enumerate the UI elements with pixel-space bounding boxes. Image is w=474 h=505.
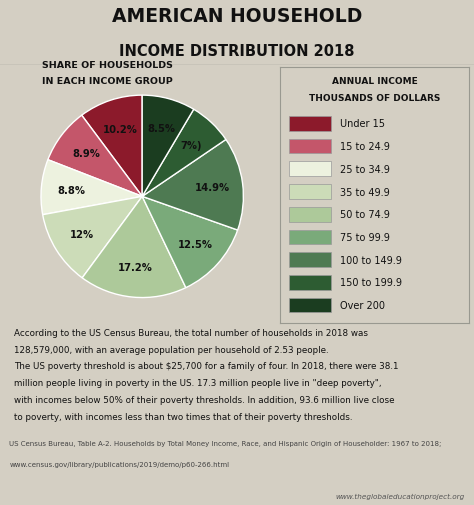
Bar (289, 275, 331, 290)
Bar (289, 162, 331, 177)
Text: THOUSANDS OF DOLLARS: THOUSANDS OF DOLLARS (309, 94, 440, 103)
Bar (289, 230, 331, 245)
Text: AMERICAN HOUSEHOLD: AMERICAN HOUSEHOLD (112, 7, 362, 26)
Bar (289, 253, 331, 268)
Text: 14.9%: 14.9% (195, 183, 230, 193)
Text: million people living in poverty in the US. 17.3 million people live in "deep po: million people living in poverty in the … (14, 378, 382, 387)
Bar (289, 185, 331, 199)
Text: The US poverty threshold is about $25,700 for a family of four. In 2018, there w: The US poverty threshold is about $25,70… (14, 362, 399, 371)
Text: 17.2%: 17.2% (118, 262, 153, 272)
Text: 100 to 149.9: 100 to 149.9 (340, 255, 402, 265)
Text: 8.5%: 8.5% (147, 124, 175, 134)
Text: with incomes below 50% of their poverty thresholds. In addition, 93.6 million li: with incomes below 50% of their poverty … (14, 395, 394, 404)
Text: 128,579,000, with an average population per household of 2.53 people.: 128,579,000, with an average population … (14, 345, 328, 354)
Text: US Census Bureau, Table A-2. Households by Total Money Income, Race, and Hispani: US Census Bureau, Table A-2. Households … (9, 440, 442, 446)
Text: www.theglobaleducationproject.org: www.theglobaleducationproject.org (335, 493, 465, 499)
Text: According to the US Census Bureau, the total number of households in 2018 was: According to the US Census Bureau, the t… (14, 328, 368, 337)
Text: 7%): 7%) (180, 140, 201, 150)
Text: INCOME DISTRIBUTION 2018: INCOME DISTRIBUTION 2018 (119, 44, 355, 59)
Bar (289, 208, 331, 222)
Text: 10.2%: 10.2% (102, 125, 137, 135)
Bar (289, 117, 331, 131)
Wedge shape (82, 96, 142, 197)
Wedge shape (142, 96, 194, 197)
Text: Under 15: Under 15 (340, 119, 385, 129)
Text: 8.9%: 8.9% (72, 149, 100, 159)
Wedge shape (142, 197, 237, 288)
Text: 150 to 199.9: 150 to 199.9 (340, 278, 402, 288)
Text: IN EACH INCOME GROUP: IN EACH INCOME GROUP (42, 77, 173, 86)
Bar (289, 298, 331, 313)
Text: www.census.gov/library/publications/2019/demo/p60-266.html: www.census.gov/library/publications/2019… (9, 462, 229, 468)
Bar (289, 139, 331, 154)
Wedge shape (41, 161, 142, 215)
Text: ANNUAL INCOME: ANNUAL INCOME (332, 77, 417, 86)
Text: 15 to 24.9: 15 to 24.9 (340, 142, 390, 152)
Text: 35 to 49.9: 35 to 49.9 (340, 187, 390, 197)
Wedge shape (142, 140, 244, 231)
Text: 12%: 12% (70, 229, 94, 239)
Text: 25 to 34.9: 25 to 34.9 (340, 165, 390, 174)
Text: 50 to 74.9: 50 to 74.9 (340, 210, 390, 220)
Text: 8.8%: 8.8% (58, 185, 86, 195)
Wedge shape (82, 197, 186, 298)
Text: Over 200: Over 200 (340, 300, 385, 311)
Wedge shape (48, 116, 142, 197)
Text: 75 to 99.9: 75 to 99.9 (340, 232, 390, 242)
Text: SHARE OF HOUSEHOLDS: SHARE OF HOUSEHOLDS (42, 61, 173, 70)
Wedge shape (142, 110, 226, 197)
Text: to poverty, with incomes less than two times that of their poverty thresholds.: to poverty, with incomes less than two t… (14, 412, 353, 421)
Text: 12.5%: 12.5% (177, 239, 212, 249)
Wedge shape (43, 197, 142, 278)
